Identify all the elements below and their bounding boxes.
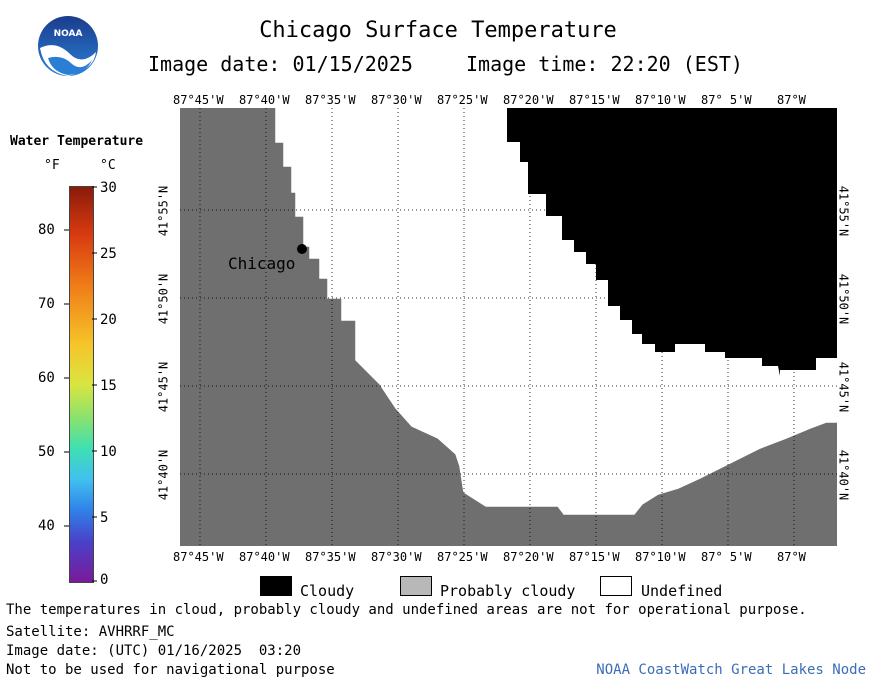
logo-text: NOAA <box>54 29 83 39</box>
lat-label-left: 41°50'N <box>156 273 171 325</box>
colorbar-tick-c: 20 <box>100 312 117 328</box>
lon-label-top: 87°30'W <box>371 93 422 107</box>
lon-label-top: 87°20'W <box>503 93 554 107</box>
lon-label-bottom: 87°10'W <box>635 550 686 564</box>
legend-label-probably-cloudy: Probably cloudy <box>440 582 576 600</box>
lon-label-top: 87°40'W <box>239 93 290 107</box>
lon-label-bottom: 87°30'W <box>371 550 422 564</box>
lat-label-right: 41°55'N <box>836 185 851 237</box>
legend-swatch-undefined <box>600 576 632 596</box>
colorbar-tick-f: 40 <box>38 518 55 534</box>
colorbar-tick-f: 50 <box>38 444 55 460</box>
nav-warning: Not to be used for navigational purpose <box>6 662 335 678</box>
colorbar-ticks <box>64 186 97 582</box>
noaa-logo: NOAA <box>38 16 98 76</box>
colorbar-tick-c: 15 <box>100 378 117 394</box>
lon-label-top: 87°45'W <box>173 93 224 107</box>
lon-label-top: 87°10'W <box>635 93 686 107</box>
lon-label-bottom: 87° 5'W <box>701 550 752 564</box>
lat-label-right: 41°40'N <box>836 449 851 501</box>
lon-label-top: 87° 5'W <box>701 93 752 107</box>
utc-date: Image date: (UTC) 01/16/2025 03:20 <box>6 643 302 659</box>
lon-label-bottom: 87°20'W <box>503 550 554 564</box>
lat-label-left: 41°40'N <box>156 449 171 501</box>
colorbar-tick-f: 60 <box>38 370 55 386</box>
legend-swatch-probably-cloudy <box>400 576 432 596</box>
chicago-marker <box>297 244 307 254</box>
colorbar <box>69 186 94 583</box>
cloud-area <box>507 108 837 376</box>
legend-label-undefined: Undefined <box>641 582 723 600</box>
colorbar-title: Water Temperature <box>10 134 144 149</box>
lon-label-bottom: 87°25'W <box>437 550 488 564</box>
lon-label-bottom: 87°35'W <box>305 550 356 564</box>
colorbar-tick-c: 10 <box>100 444 117 460</box>
image-time: Image time: 22:20 (EST) <box>466 52 743 76</box>
lon-label-top: 87°W <box>777 93 806 107</box>
lat-label-right: 41°45'N <box>836 361 851 413</box>
lon-label-bottom: 87°W <box>777 550 806 564</box>
lat-label-left: 41°45'N <box>156 361 171 413</box>
credit-link[interactable]: NOAA CoastWatch Great Lakes Node <box>596 662 866 678</box>
page-title: Chicago Surface Temperature <box>259 18 617 43</box>
graticule <box>180 108 837 546</box>
image-date: Image date: 01/15/2025 <box>148 52 413 76</box>
colorbar-tick-f: 70 <box>38 296 55 312</box>
lat-label-right: 41°50'N <box>836 273 851 325</box>
legend-swatch-cloudy <box>260 576 292 596</box>
colorbar-tick-c: 25 <box>100 246 117 262</box>
colorbar-unit-c: °C <box>100 158 116 173</box>
lon-label-bottom: 87°40'W <box>239 550 290 564</box>
satellite-info: Satellite: AVHRRF_MC <box>6 624 175 640</box>
lat-label-left: 41°55'N <box>156 185 171 237</box>
colorbar-unit-f: °F <box>44 158 60 173</box>
lon-label-top: 87°35'W <box>305 93 356 107</box>
land-area <box>180 108 837 546</box>
legend-label-cloudy: Cloudy <box>300 582 355 600</box>
lon-label-bottom: 87°15'W <box>569 550 620 564</box>
lon-label-top: 87°25'W <box>437 93 488 107</box>
colorbar-tick-c: 5 <box>100 510 109 526</box>
colorbar-tick-c: 30 <box>100 180 117 196</box>
colorbar-tick-f: 80 <box>38 222 55 238</box>
operational-note: The temperatures in cloud, probably clou… <box>6 602 807 618</box>
city-label: Chicago <box>228 254 296 273</box>
map <box>180 108 837 546</box>
lon-label-top: 87°15'W <box>569 93 620 107</box>
lon-label-bottom: 87°45'W <box>173 550 224 564</box>
colorbar-tick-c: 0 <box>100 572 109 588</box>
